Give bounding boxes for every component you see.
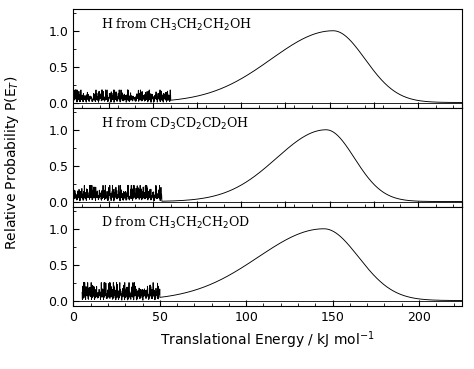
Text: Relative Probability P(E$_T$): Relative Probability P(E$_T$)	[3, 75, 21, 249]
Text: D from CH$_3$CH$_2$CH$_2$OD: D from CH$_3$CH$_2$CH$_2$OD	[100, 215, 250, 231]
Text: H from CD$_3$CD$_2$CD$_2$OH: H from CD$_3$CD$_2$CD$_2$OH	[100, 116, 249, 132]
X-axis label: Translational Energy / kJ mol$^{-1}$: Translational Energy / kJ mol$^{-1}$	[161, 330, 375, 351]
Text: H from CH$_3$CH$_2$CH$_2$OH: H from CH$_3$CH$_2$CH$_2$OH	[100, 17, 252, 33]
